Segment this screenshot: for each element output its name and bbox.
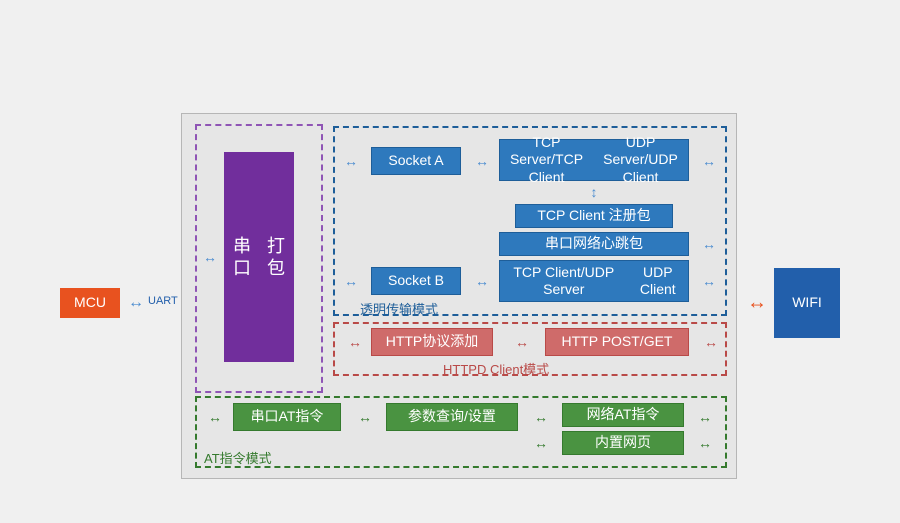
arrow-h-17: ↔ bbox=[698, 435, 710, 451]
arrow-h-18: ↔ bbox=[747, 292, 765, 315]
tcp-top-l2: UDP Server/UDP Client bbox=[593, 134, 688, 187]
tcp-register-box: TCP Client 注册包 bbox=[515, 204, 673, 228]
mcu-box: MCU bbox=[60, 288, 120, 318]
mcu-label: MCU bbox=[74, 294, 106, 312]
tcp-server-client-box: TCP Server/TCP ClientUDP Server/UDP Clie… bbox=[499, 139, 689, 181]
arrow-h-15: ↔ bbox=[534, 435, 546, 451]
query-set-label: 参数查询/设置 bbox=[408, 408, 496, 426]
wifi-box: WIFI bbox=[774, 268, 840, 338]
arrow-h-2: ↔ bbox=[344, 153, 356, 169]
arrow-h-6: ↔ bbox=[344, 273, 356, 289]
arrow-h-13: ↔ bbox=[358, 409, 370, 425]
net-at-box: 网络AT指令 bbox=[562, 403, 684, 427]
http-postget-box: HTTP POST/GET bbox=[545, 328, 689, 356]
arrow-h-8: ↔ bbox=[702, 273, 714, 289]
serial-at-box: 串口AT指令 bbox=[233, 403, 341, 431]
arrow-h-9: ↔ bbox=[348, 334, 360, 350]
httpd-caption: HTTPD Client模式 bbox=[443, 359, 549, 378]
arrow-h-14: ↔ bbox=[534, 409, 546, 425]
builtin-web-box: 内置网页 bbox=[562, 431, 684, 455]
arrow-h-7: ↔ bbox=[475, 273, 487, 289]
wifi-label: WIFI bbox=[792, 294, 822, 312]
transparent-caption-label: 透明传输模式 bbox=[360, 302, 438, 317]
arrow-v-0: ↕ bbox=[591, 184, 598, 200]
heartbeat-box: 串口网络心跳包 bbox=[499, 232, 689, 256]
tcp-client-udp-box: TCP Client/UDP ServerUDP Client bbox=[499, 260, 689, 302]
http-postget-label: HTTP POST/GET bbox=[562, 333, 673, 351]
net-at-label: 网络AT指令 bbox=[587, 406, 660, 424]
arrow-h-10: ↔ bbox=[515, 334, 527, 350]
at-caption: AT指令模式 bbox=[204, 448, 272, 467]
builtin-web-label: 内置网页 bbox=[595, 434, 651, 452]
heartbeat-label: 串口网络心跳包 bbox=[545, 235, 643, 253]
tcp-top-l1: TCP Server/TCP Client bbox=[500, 134, 593, 187]
at-caption-label: AT指令模式 bbox=[204, 451, 272, 466]
http-add-label: HTTP协议添加 bbox=[386, 333, 479, 351]
arrow-h-11: ↔ bbox=[704, 334, 716, 350]
http-add-box: HTTP协议添加 bbox=[371, 328, 493, 356]
tcp-reg-label: TCP Client 注册包 bbox=[537, 207, 650, 225]
serial-pack-line1: 串口 bbox=[225, 235, 259, 280]
socket-b-box: Socket B bbox=[371, 267, 461, 295]
uart-label: UART bbox=[148, 295, 178, 307]
uart-caption: UART bbox=[148, 295, 178, 307]
tcp-bottom-l1: TCP Client/UDP Server bbox=[500, 264, 628, 299]
arrow-h-16: ↔ bbox=[698, 409, 710, 425]
socket-a-label: Socket A bbox=[388, 152, 443, 170]
socket-a-box: Socket A bbox=[371, 147, 461, 175]
httpd-caption-label: HTTPD Client模式 bbox=[443, 362, 549, 377]
arrow-h-1: ↔ bbox=[203, 249, 215, 265]
tcp-bottom-l2: UDP Client bbox=[628, 264, 688, 299]
serial-at-label: 串口AT指令 bbox=[251, 408, 324, 426]
arrow-h-5: ↔ bbox=[702, 236, 714, 252]
arrow-h-0: ↔ bbox=[128, 294, 142, 312]
transparent-caption: 透明传输模式 bbox=[360, 299, 438, 318]
arrow-h-4: ↔ bbox=[702, 153, 714, 169]
serial-pack-box: 串口打包 bbox=[224, 152, 294, 362]
serial-pack-line2: 打包 bbox=[259, 235, 293, 280]
arrow-h-12: ↔ bbox=[208, 409, 220, 425]
query-set-box: 参数查询/设置 bbox=[386, 403, 518, 431]
arrow-h-3: ↔ bbox=[475, 153, 487, 169]
socket-b-label: Socket B bbox=[388, 272, 444, 290]
